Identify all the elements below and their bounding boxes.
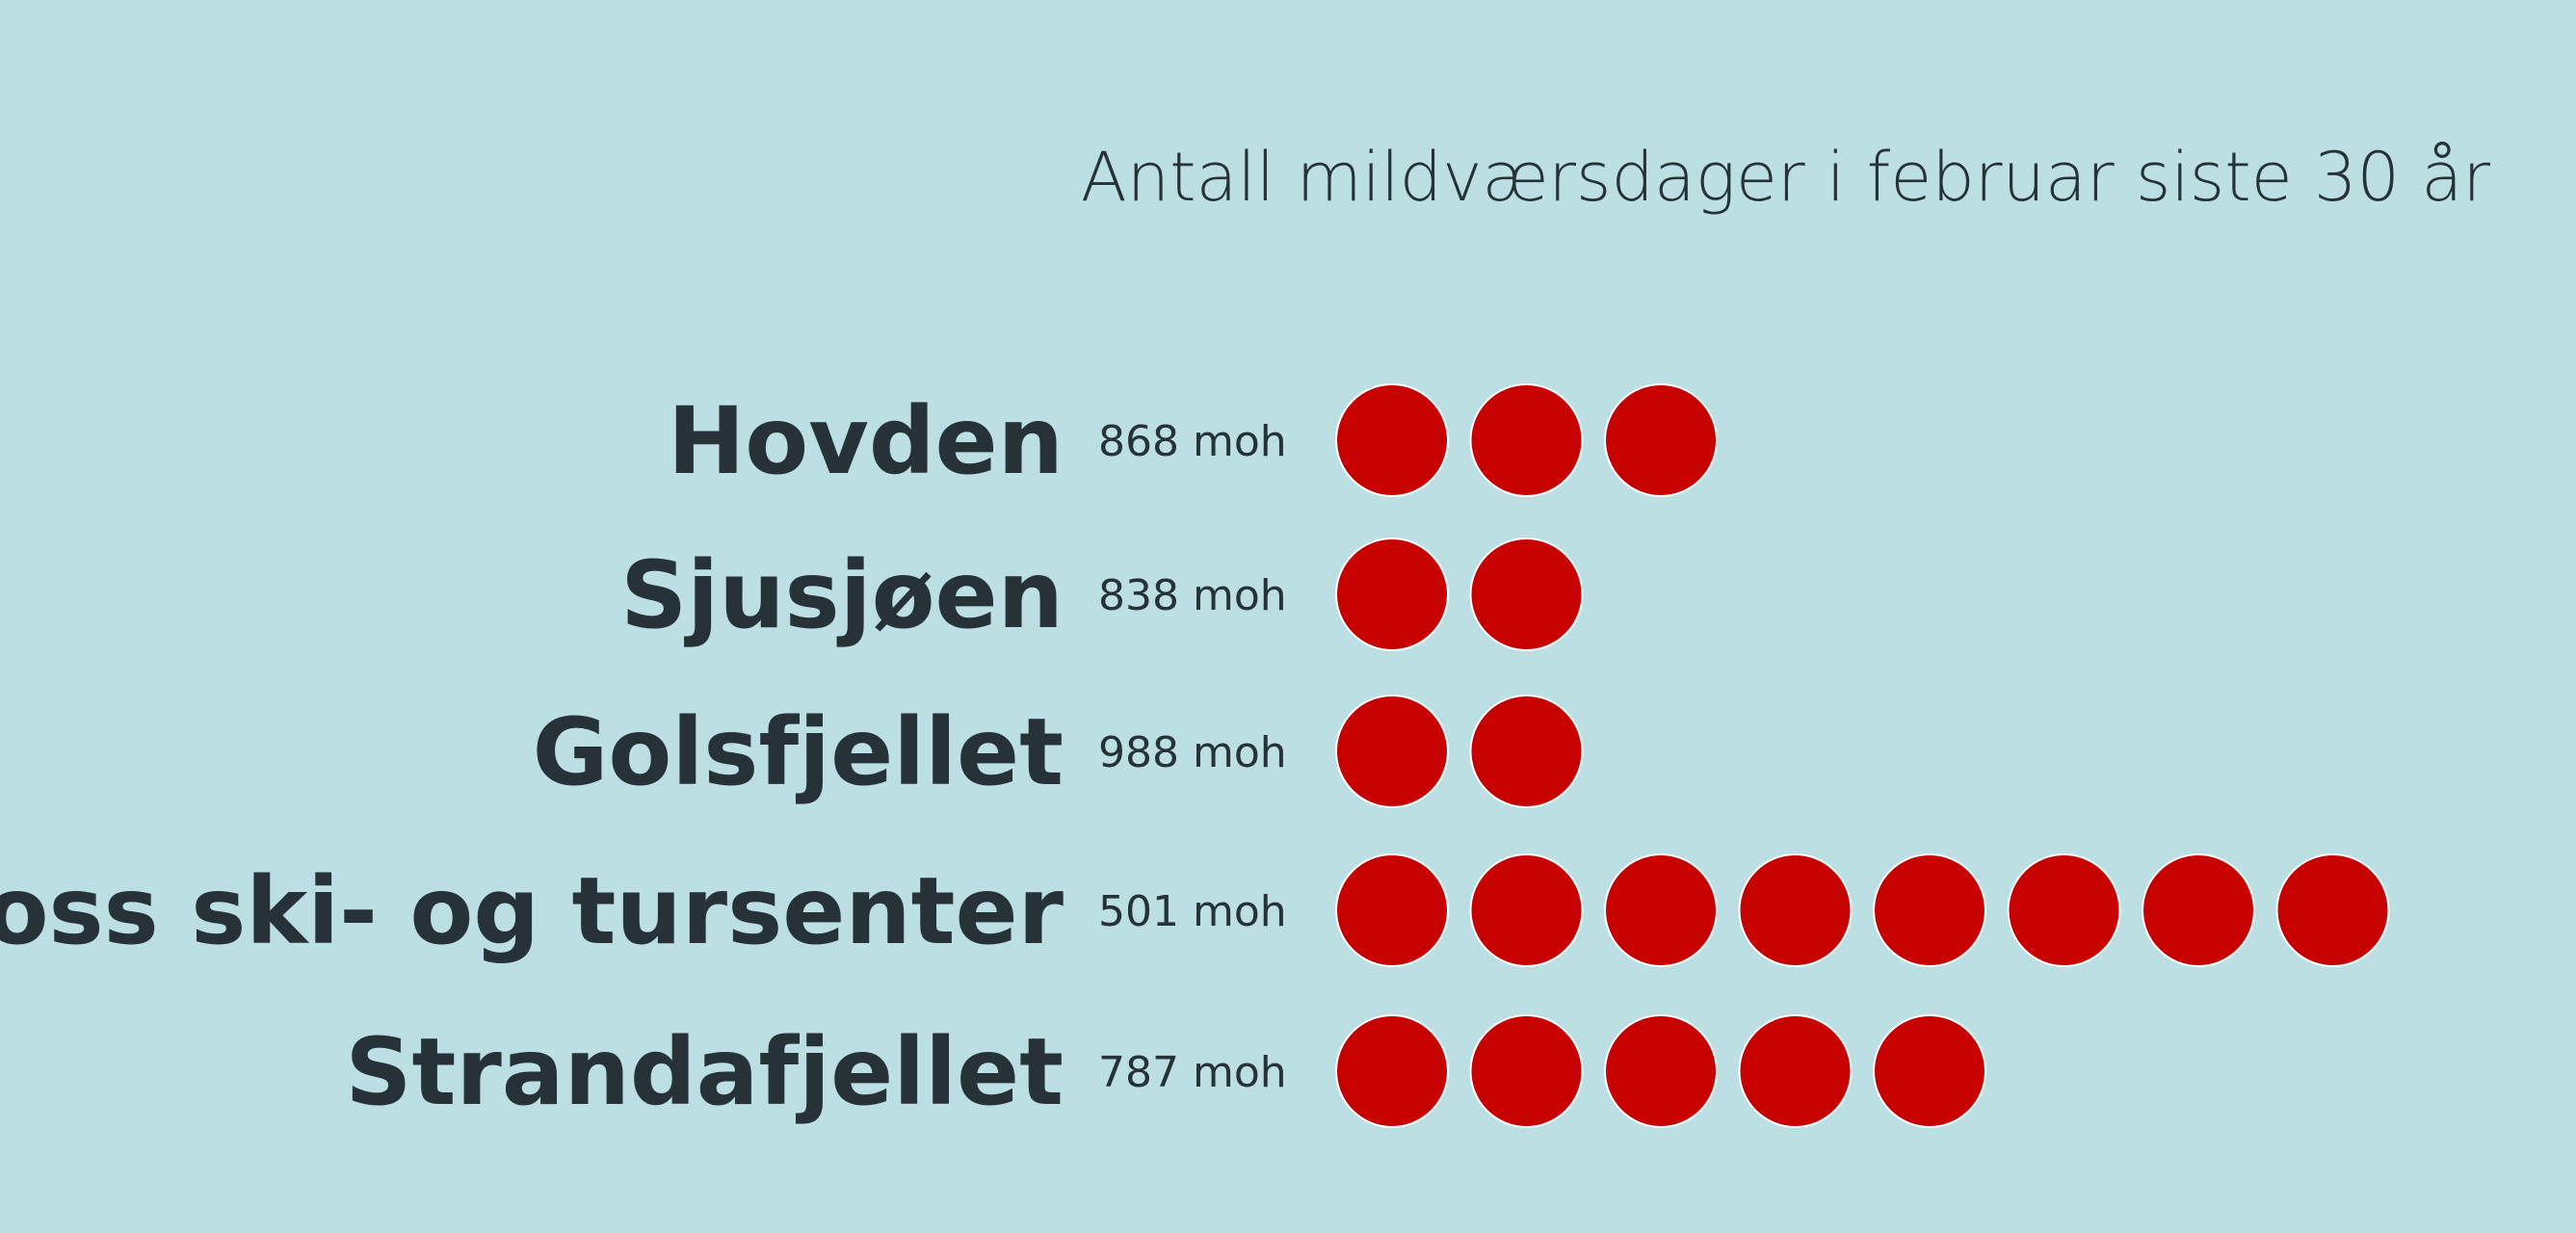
chart-title: Antall mildværsdager i februar siste 30 … [1081, 138, 2490, 217]
mild-day-dot [1604, 853, 1718, 967]
row-elevation: 501 moh [1098, 887, 1287, 936]
mild-day-dot [2275, 853, 2390, 967]
row-elevation: 868 moh [1098, 417, 1287, 466]
chart-row: Strandafjellet 787 moh [345, 1014, 1986, 1128]
row-elevation: 988 moh [1098, 728, 1287, 777]
chart-row: Golsfjellet 988 moh [533, 695, 1584, 808]
mild-day-dot [1604, 383, 1718, 497]
mild-day-dot [1738, 1014, 1853, 1128]
mild-day-dot [1469, 1014, 1584, 1128]
mild-day-dot [1604, 1014, 1718, 1128]
row-name: Hovden [668, 387, 1064, 495]
chart-row: Voss ski- og tursenter 501 moh [0, 853, 2390, 967]
mild-day-dot [2142, 853, 2255, 967]
mild-day-dot [1335, 538, 1449, 651]
chart-row: Sjusjøen 838 moh [620, 538, 1584, 651]
mild-day-dot [1335, 383, 1449, 497]
row-elevation: 787 moh [1098, 1048, 1287, 1097]
chart-rows: Hovden 868 moh Sjusjøen 838 moh Golsfjellet 9… [0, 383, 2390, 1128]
mild-day-dot [1335, 1014, 1449, 1128]
chart-row: Hovden 868 moh [668, 383, 1718, 497]
mild-day-dot [1469, 383, 1584, 497]
row-name: Strandafjellet [345, 1018, 1064, 1126]
mild-day-dot [1335, 853, 1449, 967]
mild-day-dot [1738, 853, 1853, 967]
row-elevation: 838 moh [1098, 571, 1287, 620]
mild-day-dot [1873, 853, 1986, 967]
row-name: Sjusjøen [620, 541, 1064, 649]
row-name: Golsfjellet [533, 698, 1064, 806]
mild-day-dot [1335, 695, 1449, 808]
row-name: Voss ski- og tursenter [0, 857, 1065, 965]
mild-day-dot [1469, 695, 1584, 808]
mild-day-dot [1873, 1014, 1986, 1128]
mild-day-dot [1469, 853, 1584, 967]
mild-day-dot [2007, 853, 2121, 967]
mild-day-dot [1469, 538, 1584, 651]
